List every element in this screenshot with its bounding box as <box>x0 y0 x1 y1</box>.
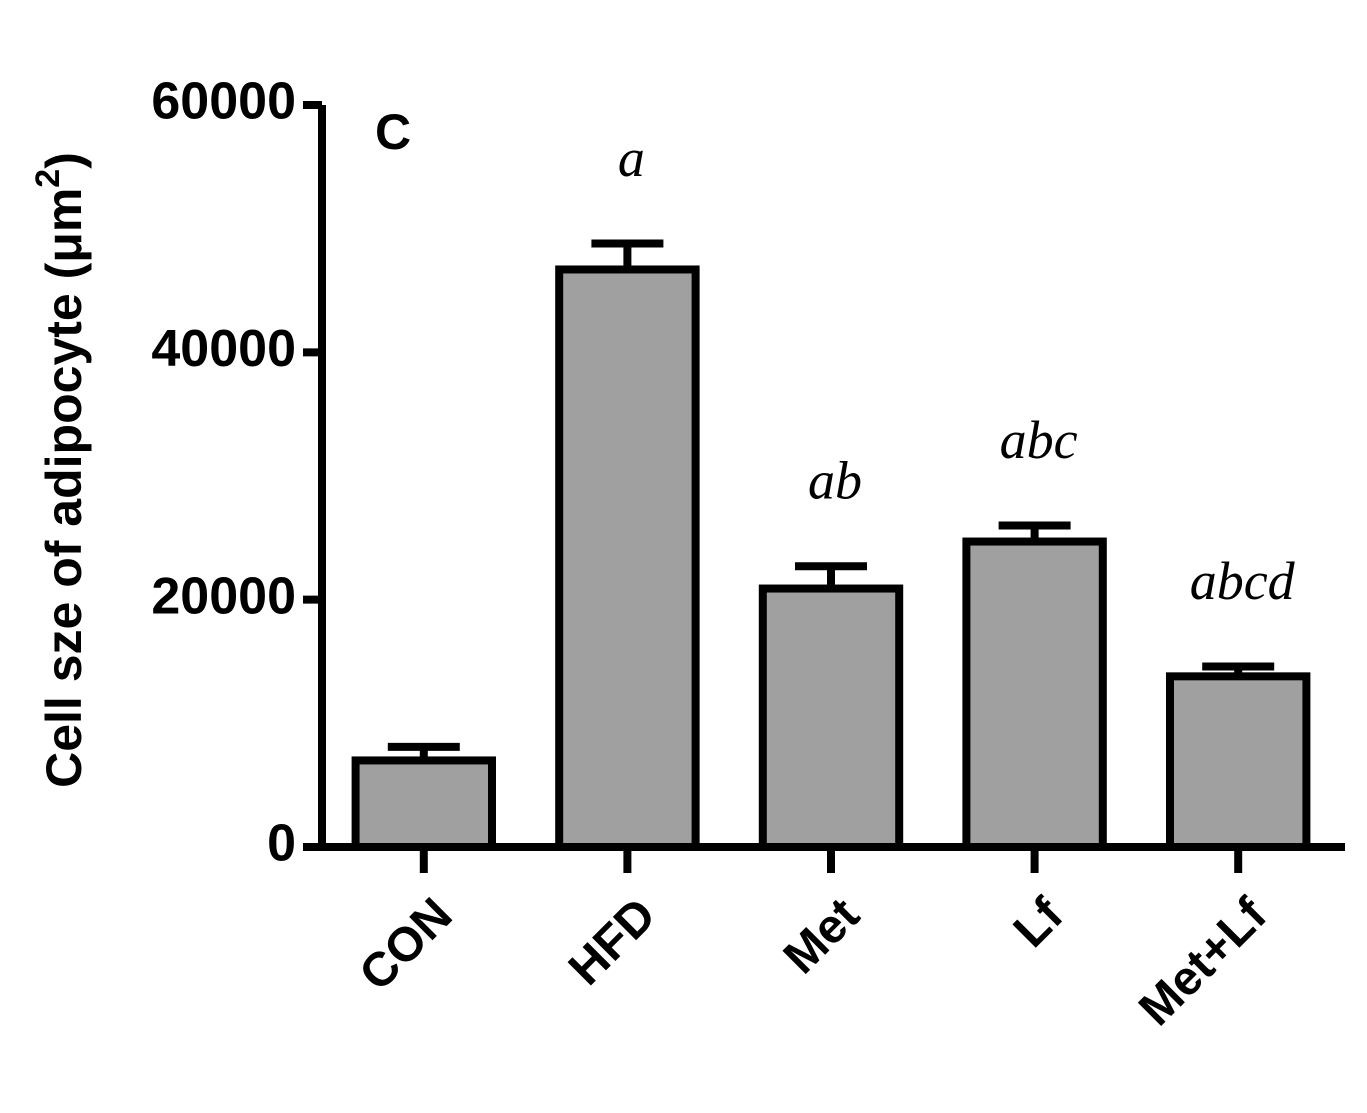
x-tick-label: HFD <box>559 888 666 995</box>
bar <box>555 265 700 851</box>
y-tick-label: 20000 <box>151 567 296 625</box>
y-tick-label: 40000 <box>151 320 296 378</box>
x-tick-label: Lf <box>1004 888 1074 958</box>
bar <box>758 584 904 852</box>
y-axis-label: Cell sze of adipocyte (μm2) <box>29 152 92 788</box>
significance-label: ab <box>808 451 862 511</box>
bar <box>962 537 1107 851</box>
y-label-suffix: ) <box>36 152 92 169</box>
y-label-text: Cell sze of adipocyte (μm <box>36 188 92 788</box>
bar <box>351 756 497 852</box>
x-tick-label: Met <box>774 888 870 984</box>
bar <box>1165 672 1311 852</box>
significance-label: a <box>618 128 645 188</box>
significance-label: abc <box>1000 410 1078 470</box>
y-tick-label: 60000 <box>151 73 296 131</box>
y-tick-label: 0 <box>267 815 296 873</box>
panel-label: C <box>375 104 411 160</box>
x-tick-label: Met+Lf <box>1129 888 1278 1037</box>
y-label-superscript: 2 <box>29 169 67 188</box>
significance-label: abcd <box>1190 551 1296 611</box>
x-tick-label: CON <box>350 888 463 1001</box>
